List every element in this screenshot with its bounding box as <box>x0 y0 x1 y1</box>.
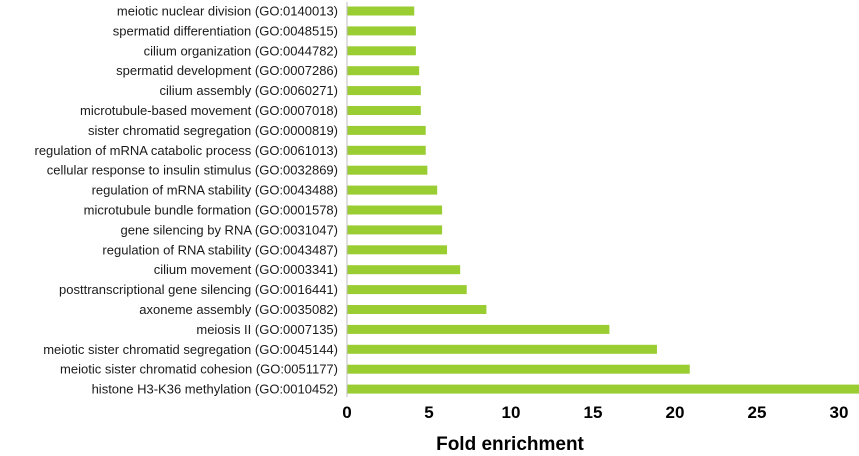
bar <box>347 125 426 135</box>
bar <box>347 364 690 374</box>
bar <box>347 106 421 115</box>
x-tick-label: 25 <box>748 403 767 422</box>
category-label: cellular response to insulin stimulus (G… <box>47 163 338 178</box>
x-axis-title: Fold enrichment <box>436 434 584 455</box>
category-label: microtubule-based movement (GO:0007018) <box>80 103 338 118</box>
x-tick-label: 10 <box>502 403 521 422</box>
category-label: microtubule bundle formation (GO:0001578… <box>84 203 338 218</box>
x-tick-label: 0 <box>342 403 351 422</box>
bar <box>347 86 421 96</box>
category-label: axoneme assembly (GO:0035082) <box>139 302 338 317</box>
bar <box>347 265 461 275</box>
category-label: meiotic nuclear division (GO:0140013) <box>117 4 338 19</box>
bar <box>347 205 443 215</box>
bar <box>347 6 415 16</box>
category-label: histone H3-K36 methylation (GO:0010452) <box>92 382 338 397</box>
category-label: regulation of RNA stability (GO:0043487) <box>102 242 338 257</box>
bars <box>347 6 859 394</box>
category-label: meiotic sister chromatid cohesion (GO:00… <box>60 362 338 377</box>
bar <box>347 344 657 354</box>
bar <box>347 305 487 314</box>
category-label: meiosis II (GO:0007135) <box>196 322 338 337</box>
bar <box>347 46 416 56</box>
x-tick-label: 5 <box>424 403 433 422</box>
bar <box>347 324 610 334</box>
bar <box>347 26 416 36</box>
bar <box>347 145 426 155</box>
category-label: sister chromatid segregation (GO:0000819… <box>88 123 338 138</box>
x-tick-labels: 0 5 10 15 20 25 30 <box>342 403 848 422</box>
x-tick-label: 30 <box>830 403 849 422</box>
bar <box>347 66 420 76</box>
bar <box>347 165 428 175</box>
category-label: spermatid differentiation (GO:0048515) <box>113 23 338 38</box>
category-label: posttranscriptional gene silencing (GO:0… <box>59 282 338 297</box>
bar <box>347 225 443 235</box>
category-label: cilium assembly (GO:0060271) <box>160 83 338 98</box>
category-label: regulation of mRNA catabolic process (GO… <box>35 143 339 158</box>
x-tick-label: 20 <box>666 403 685 422</box>
bar <box>347 185 438 195</box>
category-label: meiotic sister chromatid segregation (GO… <box>43 342 338 357</box>
category-label: gene silencing by RNA (GO:0031047) <box>120 222 338 237</box>
x-tick-label: 15 <box>584 403 603 422</box>
bar <box>347 245 448 255</box>
category-label: spermatid development (GO:0007286) <box>116 63 338 78</box>
bar <box>347 285 467 295</box>
category-label: cilium organization (GO:0044782) <box>144 43 338 58</box>
category-label: regulation of mRNA stability (GO:0043488… <box>92 183 338 198</box>
category-label: cilium movement (GO:0003341) <box>154 262 338 277</box>
category-labels: meiotic nuclear division (GO:0140013) spe… <box>35 4 339 397</box>
bar <box>347 384 859 394</box>
